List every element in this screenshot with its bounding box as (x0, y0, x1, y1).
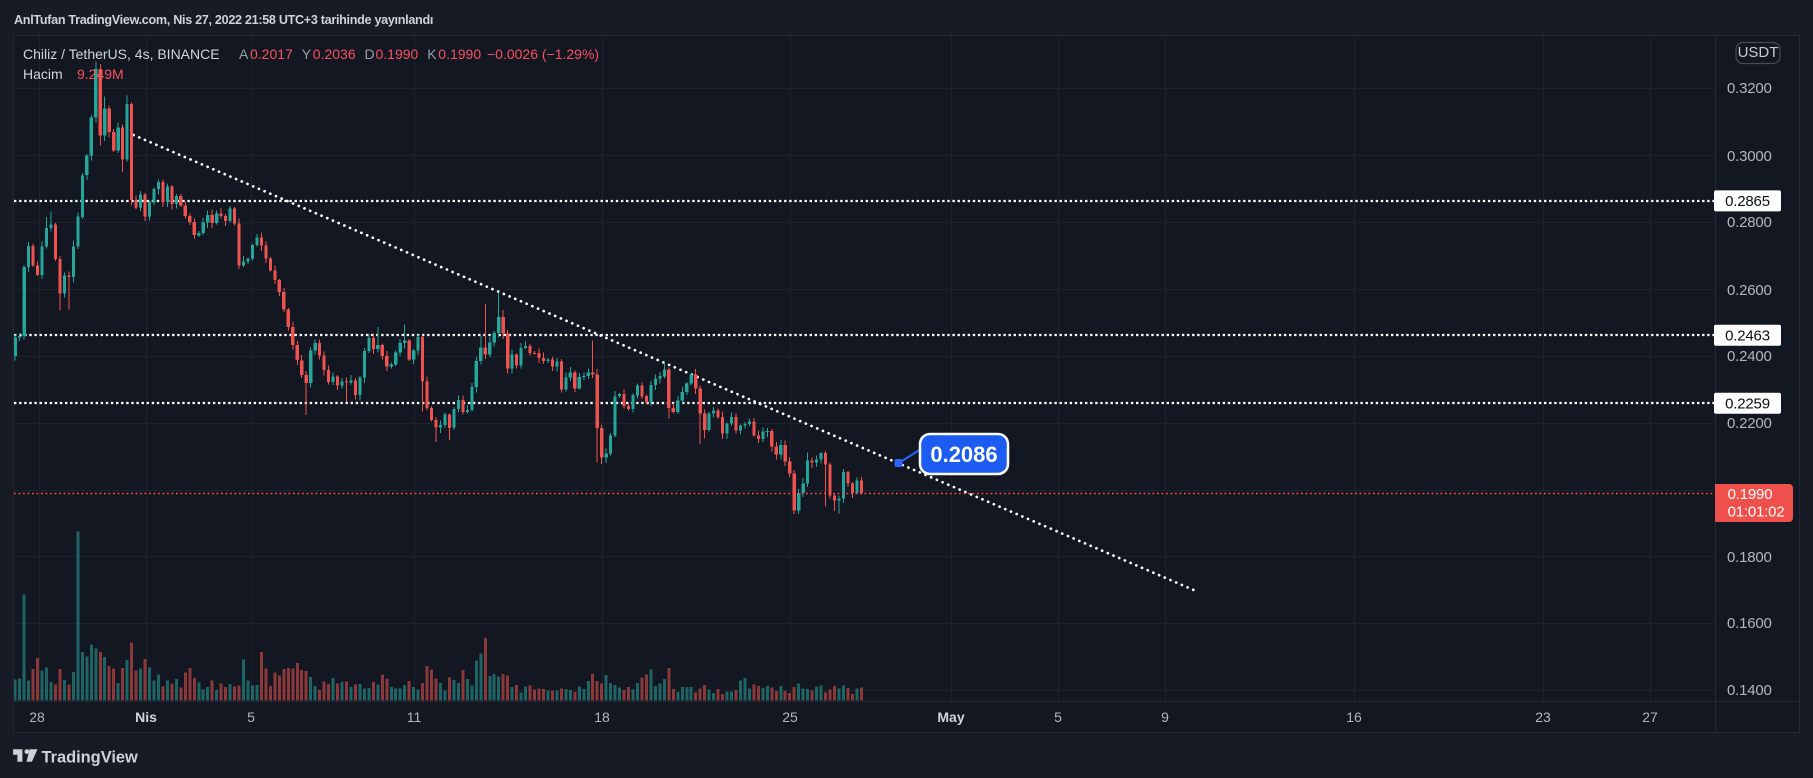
svg-text:0.1800: 0.1800 (1727, 549, 1772, 566)
svg-text:0.1990: 0.1990 (438, 46, 481, 62)
svg-text:TradingView: TradingView (42, 749, 138, 767)
svg-text:AnlTufan TradingView.com, Nis: AnlTufan TradingView.com, Nis 27, 2022 2… (14, 13, 433, 27)
svg-text:0.2865: 0.2865 (1725, 193, 1770, 210)
svg-text:18: 18 (594, 709, 610, 725)
svg-text:9.249M: 9.249M (77, 66, 124, 82)
svg-text:Hacim: Hacim (23, 66, 63, 82)
svg-text:0.2017: 0.2017 (250, 46, 293, 62)
svg-text:A: A (239, 46, 249, 62)
svg-text:−0.0026 (−1.29%): −0.0026 (−1.29%) (487, 46, 599, 62)
svg-text:0.3000: 0.3000 (1727, 148, 1772, 165)
svg-text:0.2200: 0.2200 (1727, 415, 1772, 432)
svg-text:0.2259: 0.2259 (1725, 396, 1770, 413)
svg-text:Nis: Nis (135, 709, 157, 725)
svg-text:Y: Y (302, 46, 312, 62)
svg-text:0.2800: 0.2800 (1727, 214, 1772, 231)
svg-text:27: 27 (1642, 709, 1658, 725)
svg-text:0.2463: 0.2463 (1725, 327, 1770, 344)
svg-text:23: 23 (1535, 709, 1551, 725)
svg-text:0.3200: 0.3200 (1727, 80, 1772, 97)
svg-text:16: 16 (1346, 709, 1362, 725)
svg-text:0.2400: 0.2400 (1727, 348, 1772, 365)
svg-text:9: 9 (1161, 709, 1169, 725)
svg-text:Chiliz / TetherUS, 4s, BINANCE: Chiliz / TetherUS, 4s, BINANCE (23, 46, 220, 62)
svg-text:01:01:02: 01:01:02 (1728, 503, 1785, 520)
svg-text:28: 28 (29, 709, 45, 725)
svg-text:11: 11 (407, 709, 422, 725)
svg-text:K: K (427, 46, 437, 62)
svg-text:25: 25 (782, 709, 798, 725)
svg-text:5: 5 (247, 709, 255, 725)
svg-text:0.1600: 0.1600 (1727, 615, 1772, 632)
svg-text:0.1400: 0.1400 (1727, 682, 1772, 699)
svg-text:USDT: USDT (1738, 44, 1779, 61)
svg-text:May: May (937, 709, 964, 725)
svg-text:5: 5 (1054, 709, 1062, 725)
svg-text:0.1990: 0.1990 (1728, 486, 1773, 503)
svg-text:0.2086: 0.2086 (930, 442, 997, 467)
svg-text:0.2600: 0.2600 (1727, 282, 1772, 299)
svg-text:D: D (365, 46, 375, 62)
svg-text:0.2036: 0.2036 (313, 46, 356, 62)
svg-text:0.1990: 0.1990 (376, 46, 419, 62)
